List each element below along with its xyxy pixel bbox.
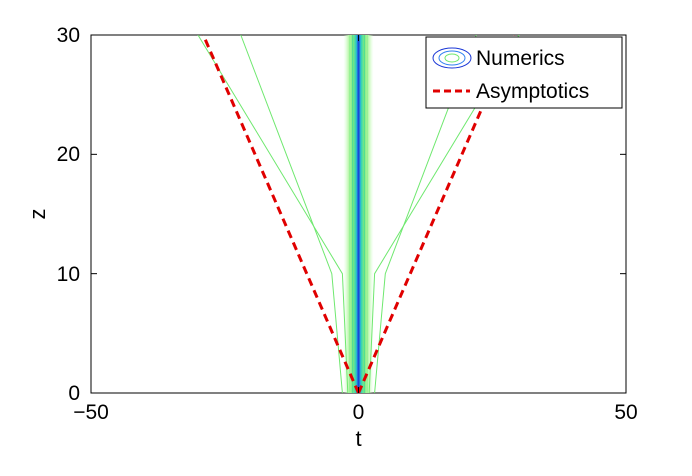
numerics-side-contour (368, 35, 520, 393)
x-tick-labels: −50 0 50 (73, 401, 637, 424)
x-tick-label: −50 (73, 401, 109, 424)
tick-layer (90, 34, 627, 394)
legend-label-numerics: Numerics (476, 47, 565, 70)
numerics-side-contour (374, 35, 477, 393)
numerics-central-band (343, 35, 374, 393)
y-tick-label: 10 (57, 263, 80, 286)
legend: Numerics Asymptotics (425, 36, 623, 109)
y-tick-labels: 0 10 20 30 (57, 24, 80, 405)
y-tick-label: 0 (68, 382, 80, 405)
legend-numerics-icon (432, 47, 472, 69)
x-axis-label: t (355, 426, 361, 451)
x-tick-label: 0 (353, 401, 365, 424)
y-axis-label: z (25, 209, 50, 220)
y-tick-label: 30 (57, 24, 80, 47)
data-layer (197, 35, 520, 393)
numerics-side-contour (197, 35, 349, 393)
legend-label-asymptotics: Asymptotics (476, 80, 589, 103)
y-tick-label: 20 (57, 143, 80, 166)
x-tick-label: 50 (614, 401, 637, 424)
asymptotics-line (201, 35, 360, 393)
numerics-side-contour (240, 35, 343, 393)
legend-box (425, 36, 623, 109)
